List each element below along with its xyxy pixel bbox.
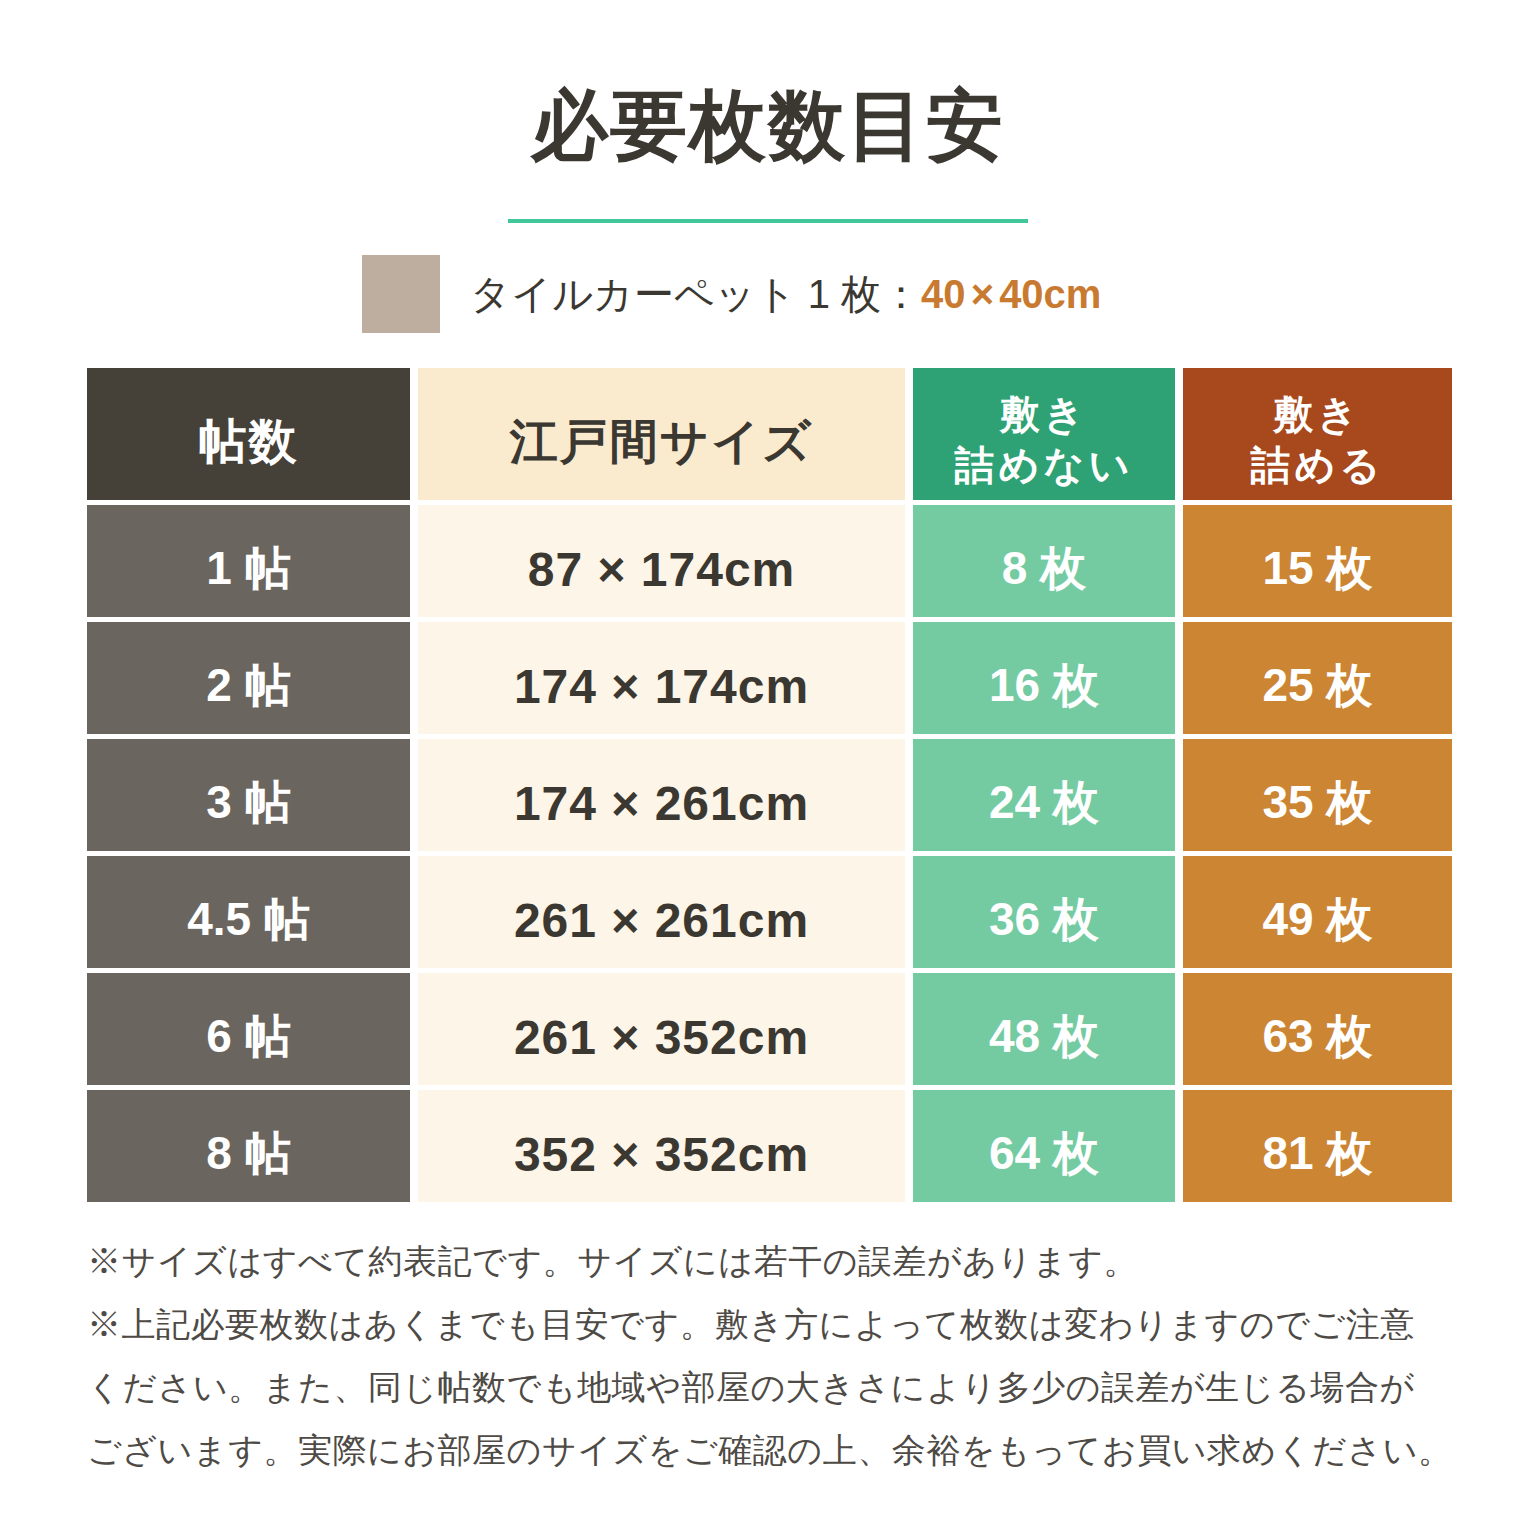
cell-loose-2: 16 枚 [913,622,1175,734]
legend-label: タイルカーペット 1 枚： [470,272,921,316]
tile-swatch [362,255,440,333]
cell-packed-1: 15 枚 [1183,505,1452,617]
footnote-line-2: ※上記必要枚数はあくまでも目安です。敷き方によって枚数は変わりますのでご注意 [87,1293,1452,1356]
footnotes: ※サイズはすべて約表記です。サイズには若干の誤差があります。 ※上記必要枚数はあ… [87,1230,1452,1482]
cell-packed-6: 81 枚 [1183,1090,1452,1202]
cell-jo-6: 8 帖 [87,1090,410,1202]
footnote-line-3: ください。また、同じ帖数でも地域や部屋の大きさにより多少の誤差が生じる場合が [87,1356,1452,1419]
cell-packed-3: 35 枚 [1183,739,1452,851]
cell-jo-3: 3 帖 [87,739,410,851]
cell-loose-4: 36 枚 [913,856,1175,968]
title-underline [508,219,1028,223]
cell-size-1: 87 × 174cm [418,505,905,617]
required-sheets-table: 帖数 江戸間サイズ 敷き詰めない 敷き詰める 1 帖 87 × 174cm 8 … [87,368,1452,1202]
cell-size-5: 261 × 352cm [418,973,905,1085]
cell-jo-1: 1 帖 [87,505,410,617]
cell-size-6: 352 × 352cm [418,1090,905,1202]
cell-packed-2: 25 枚 [1183,622,1452,734]
header-edoma-size: 江戸間サイズ [418,368,905,500]
cell-packed-5: 63 枚 [1183,973,1452,1085]
header-packed: 敷き詰める [1183,368,1452,500]
cell-loose-6: 64 枚 [913,1090,1175,1202]
header-not-packed: 敷き詰めない [913,368,1175,500]
header-not-packed-line2: 詰めない [955,440,1134,491]
header-jo-count: 帖数 [87,368,410,500]
footnote-line-1: ※サイズはすべて約表記です。サイズには若干の誤差があります。 [87,1230,1452,1293]
cell-jo-5: 6 帖 [87,973,410,1085]
legend-size-value: 40 × 40cm [921,272,1101,316]
legend-text: タイルカーペット 1 枚：40 × 40cm [470,267,1101,322]
header-packed-line1: 敷き [1273,389,1362,440]
cell-loose-3: 24 枚 [913,739,1175,851]
footnote-line-4: ございます。実際にお部屋のサイズをご確認の上、余裕をもってお買い求めください。 [87,1419,1452,1482]
cell-packed-4: 49 枚 [1183,856,1452,968]
cell-loose-5: 48 枚 [913,973,1175,1085]
cell-loose-1: 8 枚 [913,505,1175,617]
legend: タイルカーペット 1 枚：40 × 40cm [362,255,1101,333]
cell-size-3: 174 × 261cm [418,739,905,851]
header-not-packed-line1: 敷き [1000,389,1089,440]
cell-size-4: 261 × 261cm [418,856,905,968]
header-packed-line2: 詰める [1251,440,1385,491]
page-title: 必要枚数目安 [0,75,1536,179]
cell-jo-4: 4.5 帖 [87,856,410,968]
cell-jo-2: 2 帖 [87,622,410,734]
cell-size-2: 174 × 174cm [418,622,905,734]
